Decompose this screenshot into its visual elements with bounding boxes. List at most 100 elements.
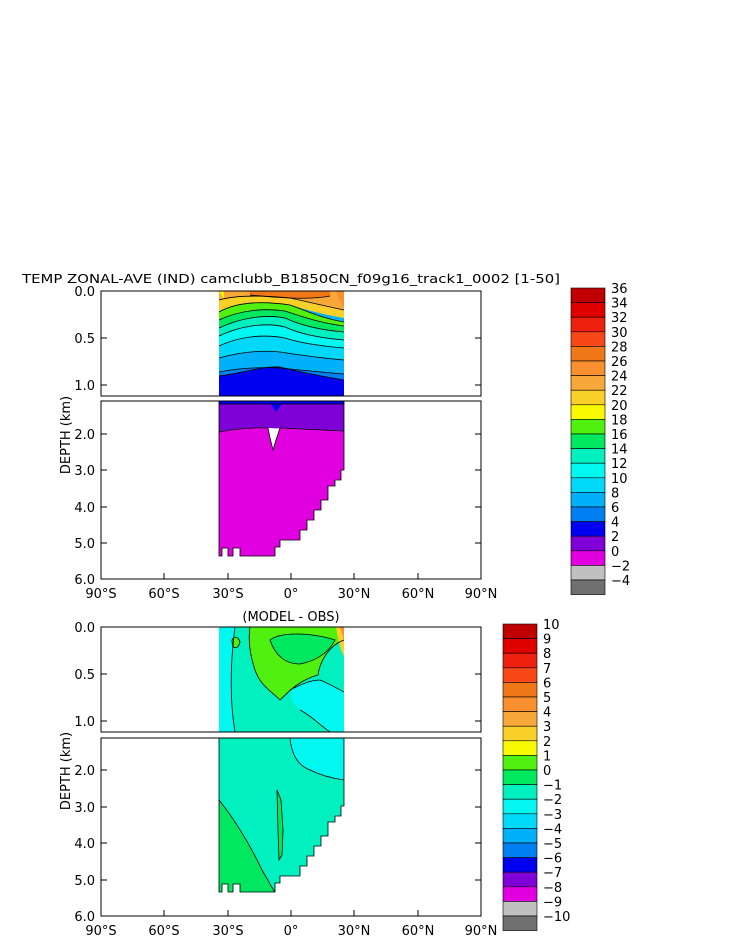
colorbar-label: 28 [611,340,628,355]
y-tick-label: 4.0 [74,501,95,516]
colorbar-label: 12 [611,457,628,472]
y-tick-label: 1.0 [74,379,95,394]
colorbar-swatch [570,360,606,376]
colorbar-swatch [570,521,606,537]
colorbar-label: 32 [611,311,628,326]
y-tick-label: 1.0 [74,715,95,730]
x-tick-label: 30°N [338,924,371,939]
colorbar-label: −8 [543,881,562,896]
y-tick-label: 6.0 [74,910,95,925]
colorbar-swatch [502,813,538,829]
colorbar-label: −2 [611,559,630,574]
y-tick-label: 0.0 [74,621,95,636]
y-tick-label: 3.0 [74,801,95,816]
colorbar-label: 9 [543,633,551,648]
colorbar-swatch [502,915,538,931]
x-tick-label: 30°N [338,587,371,602]
x-tick-label: 90°S [85,587,116,602]
colorbar-swatch [570,404,606,420]
colorbar-swatch [570,316,606,333]
upper-fill-temp [218,291,345,396]
colorbar-swatch [502,857,538,873]
colorbar-swatch [570,492,606,508]
colorbar-swatch [502,711,538,727]
colorbar-swatch [502,871,538,888]
colorbar-label: 1 [543,749,551,764]
colorbar-label: 10 [611,472,628,487]
colorbar-label: 26 [611,355,628,370]
colorbar-label: 8 [611,486,619,501]
colorbar-label: −2 [543,793,562,808]
panel-difference: (MODEL - OBS) [59,610,570,939]
colorbar-swatch [570,506,606,522]
colorbar-label: −7 [543,866,562,881]
colorbar-swatch [570,389,606,406]
colorbar-label: −4 [543,822,562,837]
colorbar-swatch [502,901,538,917]
y-tick-label: 2.0 [74,764,95,779]
x-tick-label: 60°N [402,924,435,939]
axis-ticks [101,673,481,916]
panel-temperature: TEMP ZONAL-AVE (IND) camclubb_B1850CN_f0… [21,271,630,602]
colorbar-swatch [570,419,606,435]
x-tick-label: 90°N [465,587,498,602]
colorbar-label: −3 [543,808,562,823]
upper-fill-diff [219,627,345,732]
colorbar-label: −9 [543,895,562,910]
x-tick-label: 0° [284,924,299,939]
upper-frame [100,290,482,397]
colorbar-swatch [570,331,606,347]
colorbar-swatch [502,725,538,742]
lower-fill-temp [218,401,345,557]
colorbar-label: 4 [543,706,551,721]
colorbar-swatch [502,769,538,785]
upper-frame [100,626,482,733]
lower-fill-diff [218,738,345,893]
x-tick-label: 90°N [465,924,498,939]
colorbar-label: 30 [611,326,628,341]
colorbar-label: 2 [543,735,551,750]
colorbar-swatch [570,477,606,493]
colorbar-label: 2 [611,530,619,545]
colorbar-label: 24 [611,370,628,385]
colorbar-label: 36 [611,282,628,297]
y-axis-label: DEPTH (km) [59,732,74,810]
colorbar-label: 5 [543,691,551,706]
x-tick-label: 30°S [212,587,243,602]
chart-title: TEMP ZONAL-AVE (IND) camclubb_B1850CN_f0… [21,271,560,286]
colorbar-swatch [502,798,538,815]
colorbar-swatch [502,667,538,683]
colorbar-swatch [570,550,606,566]
x-tick-label: 60°S [148,924,179,939]
colorbar-swatch [570,535,606,552]
colorbar-swatch [570,346,606,362]
y-tick-label: 5.0 [74,874,95,889]
colorbar-label: −4 [611,574,630,589]
colorbar-label: −10 [543,910,570,925]
colorbar-swatch [502,682,538,698]
colorbar-label: 14 [611,443,628,458]
colorbar-label: 7 [543,662,551,677]
colorbar-label: 18 [611,413,628,428]
colorbar-swatch [502,828,538,844]
colorbar-label: 8 [543,647,551,662]
colorbar-label: 34 [611,297,628,312]
colorbar-label: 0 [543,764,551,779]
colorbar-swatch [502,842,538,858]
y-tick-label: 6.0 [74,573,95,588]
y-tick-label: 2.0 [74,428,95,443]
colorbar-swatch [502,886,538,902]
colorbar-swatch [502,696,538,712]
colorbar-label: −5 [543,837,562,852]
x-tick-label: 60°S [148,587,179,602]
colorbar-swatch [570,565,606,581]
colorbar-swatch [570,462,606,479]
axis-ticks [101,337,481,579]
colorbar-swatch [570,448,606,464]
colorbar-label: 10 [543,618,560,633]
colorbar-label: −6 [543,852,562,867]
colorbar-label: 16 [611,428,628,443]
colorbar-label: 0 [611,545,619,560]
